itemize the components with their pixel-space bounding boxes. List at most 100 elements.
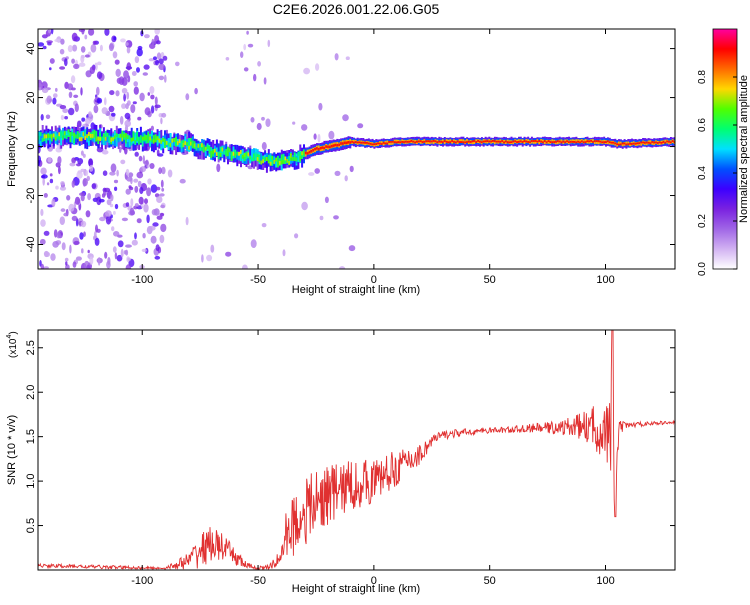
spectrogram-ridge-cell [301,151,304,156]
spectrogram-ridge-cell [265,157,268,161]
spectrogram-noise-blob [317,133,321,143]
spectrogram-ridge-cell [104,130,107,139]
spectrogram-ridge-cell [138,136,141,145]
spectrogram-ridge-cell [412,140,415,143]
spectrogram-ridge-cell [644,141,646,144]
spectrogram-ridge-cell [366,141,368,144]
spectrogram-ridge-cell [115,133,118,142]
spectrogram-ridge-cell [49,134,52,139]
spectrogram-ridge-cell [566,140,569,143]
spectrogram-noise-blob [71,180,76,188]
spectrogram-ridge-cell [51,134,53,139]
spectrogram-ridge-cell [360,141,363,144]
x-tick-label: 0 [371,274,377,286]
spectrogram-noise-blob [64,58,68,67]
spectrogram-noise-blob [250,239,257,249]
spectrogram-ridge-cell [664,141,667,144]
spectrogram-ridge-cell [584,141,587,144]
spectrogram-noise-blob [93,105,99,114]
spectrogram-noise-blob [113,231,120,237]
spectrogram-ridge-cell [175,142,178,147]
spectrogram-noise-blob [125,168,130,176]
spectrogram-noise-blob [194,87,198,95]
spectrogram-ridge-cell [182,142,185,147]
spectrogram-ridge-cell [460,139,463,143]
spectrogram-ridge-cell [377,142,380,145]
spectrogram-ridge-cell [47,133,50,138]
spectrogram-noise-blob [110,163,117,173]
spectrogram-noise-blob [93,231,97,240]
spectrogram-noise-blob [158,167,163,175]
spectrogram-ridge-cell [169,133,172,146]
spectrogram-ridge-cell [136,137,139,142]
spectrogram-ridge-cell [599,140,602,143]
spectrogram-ridge-cell [299,152,302,156]
spectrogram-ridge-cell [158,138,161,143]
spectrogram-noise-blob [40,114,44,121]
spectrogram-ridge-cell [38,131,40,140]
spectrogram-noise-blob [99,216,106,222]
spectrogram-ridge-cell [134,140,137,145]
spectrogram-ridge-cell [69,134,72,143]
colorbar-label: Normalized spectral amplitude [738,75,750,223]
spectrogram-noise-blob [250,117,255,123]
spectrogram-ridge-cell [603,141,606,144]
spectrogram-noise-blob [68,107,75,116]
spectrogram-noise-blob [85,170,89,177]
spectrogram-noise-blob [154,255,161,260]
spectrogram-ridge-cell [41,138,44,142]
spectrogram-ridge-cell [432,140,435,142]
spectrogram-ridge-cell [388,141,391,146]
spectrogram-ridge-cell [232,151,235,156]
spectrogram-noise-blob [40,167,47,175]
spectrogram-noise-blob [153,56,157,61]
spectrogram-ridge-cell [71,132,74,136]
spectrogram-ridge-cell [562,140,565,143]
spectrogram-ridge-cell [486,140,489,142]
spectrogram-noise-blob [125,40,133,49]
spectrogram-panel: -100 -50 0 50 100 -40 -20 0 20 40 Height of stra… [6,28,676,296]
spectrogram-ridge-cell [353,141,355,144]
spectrogram-noise-blob [144,160,149,166]
spectrogram-ridge-cell [269,161,272,166]
spectrogram-ridge-cell [264,157,267,162]
spectrogram-noise-blob [78,62,86,67]
spectrogram-noise-blob [133,81,138,87]
spectrogram-ridge-cell [571,140,574,143]
spectrogram-ridge-cell [193,143,196,148]
spectrogram-noise-blob [131,71,137,76]
spectrogram-ridge-cell [503,141,506,144]
spectrogram-ridge-cell [267,159,270,164]
snr-x-ticks: -100 -50 0 50 100 [131,330,615,587]
snr-series-line [38,330,675,570]
spectrogram-ridge-cell [410,140,413,142]
spectrogram-noise-blob [149,163,155,169]
spectrogram-ridge-cell [569,140,572,143]
spectrogram-ridge-cell [247,152,250,157]
spectrogram-ridge-cell [234,150,237,158]
spectrogram-noise-blob [40,263,45,269]
spectrogram-noise-blob [152,222,159,227]
spectrogram-ridge-cell [97,136,100,141]
spectrogram-noise-blob [161,166,166,175]
spectrogram-ridge-cell [540,140,543,143]
spectrogram-ridge-cell [608,141,611,144]
spectrogram-noise-blob [144,185,148,191]
spectrogram-ridge-cell [99,137,102,142]
spectrogram-noise-blob [114,59,120,65]
spectrogram-ridge-cell [636,142,639,145]
spectrogram-ridge-cell [241,154,244,159]
spectrogram-ridge-cell [114,135,116,140]
spectrogram-ridge-cell [145,135,148,143]
spectrogram-noise-blob [46,95,52,104]
spectrogram-ridge-cell [147,132,150,141]
spectrogram-noise-blob [143,64,150,70]
spectrogram-noise-blob [84,54,90,58]
spectrogram-noise-blob [110,194,114,202]
spectrogram-noise-blob [147,92,151,96]
spectrogram-ridge-cell [65,130,68,139]
spectrogram-noise-blob [123,70,129,79]
spectrogram-noise-blob [104,29,110,36]
spectrogram-noise-blob [136,67,140,73]
